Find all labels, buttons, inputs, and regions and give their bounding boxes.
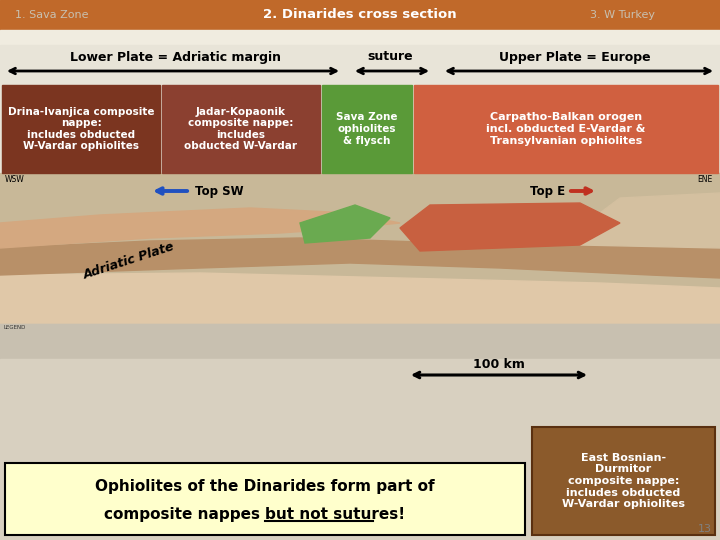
Polygon shape [0, 208, 400, 248]
Text: Ophiolites of the Dinarides form part of: Ophiolites of the Dinarides form part of [95, 480, 435, 494]
Bar [0, 0, 720, 30]
Text: but not sutures!: but not sutures! [265, 508, 405, 522]
Polygon shape [0, 273, 720, 323]
Bar [322, 85, 412, 173]
Text: Jadar-Kopaonik
composite nappe:
includes
obducted W-Vardar: Jadar-Kopaonik composite nappe: includes… [184, 106, 297, 151]
Text: WSW: WSW [5, 176, 24, 185]
Text: Adriatic Plate: Adriatic Plate [82, 240, 176, 282]
Bar [162, 85, 320, 173]
Text: 3. W Turkey: 3. W Turkey [590, 10, 655, 20]
Text: 2. Dinarides cross section: 2. Dinarides cross section [264, 9, 456, 22]
Bar [0, 173, 720, 323]
Text: LEGEND: LEGEND [4, 325, 27, 330]
Text: 100 km: 100 km [473, 357, 525, 370]
Bar [414, 85, 718, 173]
Text: Upper Plate = Europe: Upper Plate = Europe [499, 51, 651, 64]
Text: Drina-Ivanjica composite
nappe:
includes obducted
W-Vardar ophiolites: Drina-Ivanjica composite nappe: includes… [8, 106, 154, 151]
Text: Lower Plate = Adriatic margin: Lower Plate = Adriatic margin [70, 51, 281, 64]
Text: suture: suture [367, 51, 413, 64]
Bar [0, 30, 720, 45]
Polygon shape [300, 205, 390, 243]
Text: East Bosnian-
Durmitor
composite nappe:
includes obducted
W-Vardar ophiolites: East Bosnian- Durmitor composite nappe: … [562, 453, 685, 509]
Text: composite nappes: composite nappes [104, 508, 265, 522]
Text: 1. Sava Zone: 1. Sava Zone [15, 10, 89, 20]
Bar [5, 463, 525, 535]
Bar [532, 427, 715, 535]
Text: Top SW: Top SW [195, 185, 243, 198]
Bar [0, 359, 720, 540]
Text: Top E: Top E [530, 185, 565, 198]
Polygon shape [580, 193, 720, 248]
Bar [2, 85, 160, 173]
Text: Carpatho-Balkan orogen
incl. obducted E-Vardar &
Transylvanian ophiolites: Carpatho-Balkan orogen incl. obducted E-… [486, 112, 646, 146]
Text: ENE: ENE [698, 176, 713, 185]
Polygon shape [400, 203, 620, 251]
Polygon shape [0, 238, 720, 278]
Bar [0, 323, 720, 359]
Text: 13: 13 [698, 524, 712, 534]
Text: Sava Zone
ophiolites
& flysch: Sava Zone ophiolites & flysch [336, 112, 397, 146]
